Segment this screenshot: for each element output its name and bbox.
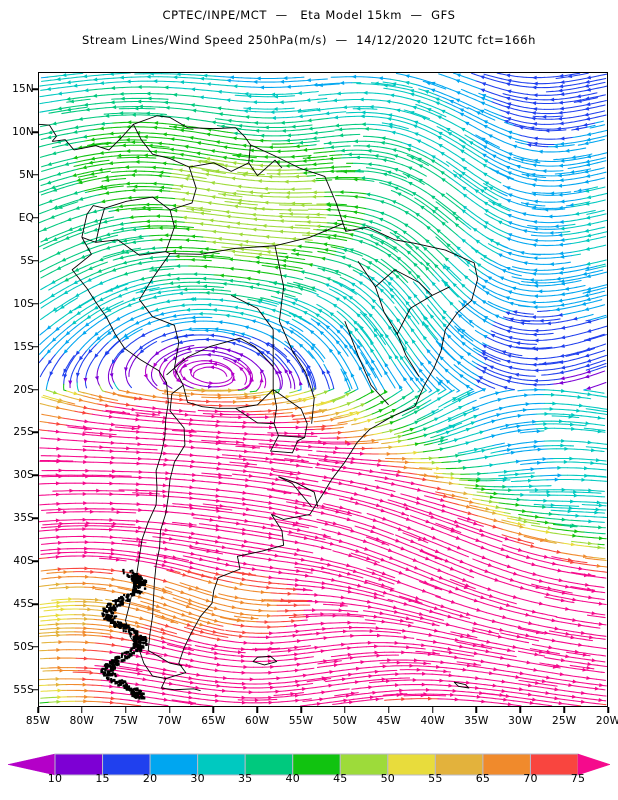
colorbar-tick-label: 55 [428, 772, 443, 785]
y-tick-mark [32, 260, 38, 262]
y-tick-label: 5S [20, 254, 34, 267]
y-tick-label: 25S [13, 426, 34, 439]
y-tick-mark [32, 431, 38, 434]
x-tick-mark [431, 707, 434, 713]
colorbar-tick-label: 35 [237, 772, 253, 785]
colorbar-tick-label: 50 [380, 772, 396, 785]
y-tick-label: 45S [13, 598, 34, 611]
x-tick-mark [607, 707, 609, 713]
x-tick-mark [388, 707, 390, 713]
y-tick-label: 30S [13, 469, 34, 482]
x-tick-label: 55W [288, 715, 314, 727]
y-tick-label: 50S [13, 640, 34, 653]
x-tick-label: 70W [157, 715, 182, 727]
x-tick-label: 75W [113, 715, 138, 727]
y-tick-label: 5N [19, 168, 34, 181]
y-tick-mark [32, 517, 38, 519]
y-tick-mark [32, 388, 38, 391]
y-tick-mark [32, 345, 38, 348]
x-tick-mark [300, 707, 302, 713]
y-tick-mark [32, 603, 38, 605]
x-tick-label: 60W [245, 715, 270, 727]
x-tick-mark [519, 707, 522, 713]
colorbar-tick-label: 45 [333, 772, 348, 785]
streamline-map [39, 73, 607, 706]
x-tick-label: 35W [464, 715, 489, 727]
colorbar-tick-label: 40 [285, 772, 300, 785]
colorbar-over-arrow [577, 753, 611, 776]
y-tick-label: EQ [18, 211, 34, 224]
colorbar-tick-label: 30 [190, 772, 205, 785]
x-tick-mark [475, 707, 478, 713]
x-tick-label: 50W [332, 715, 358, 727]
x-tick-label: 40W [420, 715, 445, 727]
y-tick-mark [32, 302, 38, 305]
y-tick-label: 35S [13, 512, 34, 525]
colorbar-tick-label: 75 [570, 772, 586, 785]
y-tick-label: 10S [13, 297, 34, 310]
x-tick-label: 30W [508, 715, 533, 727]
y-tick-label: 15N [12, 83, 34, 96]
x-tick-mark [563, 707, 565, 713]
x-tick-label: 85W [25, 715, 51, 727]
x-tick-mark [37, 707, 39, 713]
chart-subtitle: Stream Lines/Wind Speed 250hPa(m/s) — 14… [81, 33, 536, 47]
x-tick-mark [124, 707, 127, 713]
y-tick-label: 40S [13, 555, 34, 568]
x-tick-label: 20W [595, 715, 618, 727]
y-tick-mark [32, 646, 38, 648]
colorbar-tick-label: 20 [142, 772, 158, 785]
x-tick-mark [256, 707, 258, 713]
y-tick-mark [32, 560, 38, 562]
x-tick-mark [212, 707, 215, 713]
y-tick-label: 55S [13, 683, 34, 696]
y-tick-label: 20S [13, 383, 34, 396]
colorbar-tick-label: 10 [47, 772, 63, 785]
x-tick-label: 65W [201, 715, 226, 727]
x-tick-label: 80W [69, 715, 95, 727]
x-tick-label: 45W [376, 715, 401, 727]
colorbar-tick-label: 65 [475, 772, 491, 785]
y-tick-mark [32, 474, 38, 477]
y-tick-mark [32, 131, 38, 133]
y-tick-label: 15S [13, 340, 34, 353]
x-tick-mark [344, 707, 346, 713]
chart-title: CPTEC/INPE/MCT — Eta Model 15km — GFS [162, 8, 456, 22]
y-tick-label: 10N [12, 126, 34, 139]
y-tick-mark [32, 88, 38, 90]
colorbar-tick-label: 15 [95, 772, 110, 785]
x-tick-label: 25W [551, 715, 577, 727]
colorbar-swatches [7, 753, 611, 776]
chart-header: CPTEC/INPE/MCT — Eta Model 15km — GFS St… [0, 0, 618, 47]
colorbar-tick-label: 70 [523, 772, 538, 785]
x-tick-mark [168, 707, 171, 713]
colorbar: 10 15 20 30 35 40 45 50 55 65 70 75 [0, 748, 618, 798]
y-tick-mark [32, 217, 38, 219]
y-tick-mark [32, 689, 38, 691]
x-tick-mark [81, 707, 83, 713]
y-tick-mark [32, 174, 38, 176]
map-plot-area [38, 72, 608, 707]
